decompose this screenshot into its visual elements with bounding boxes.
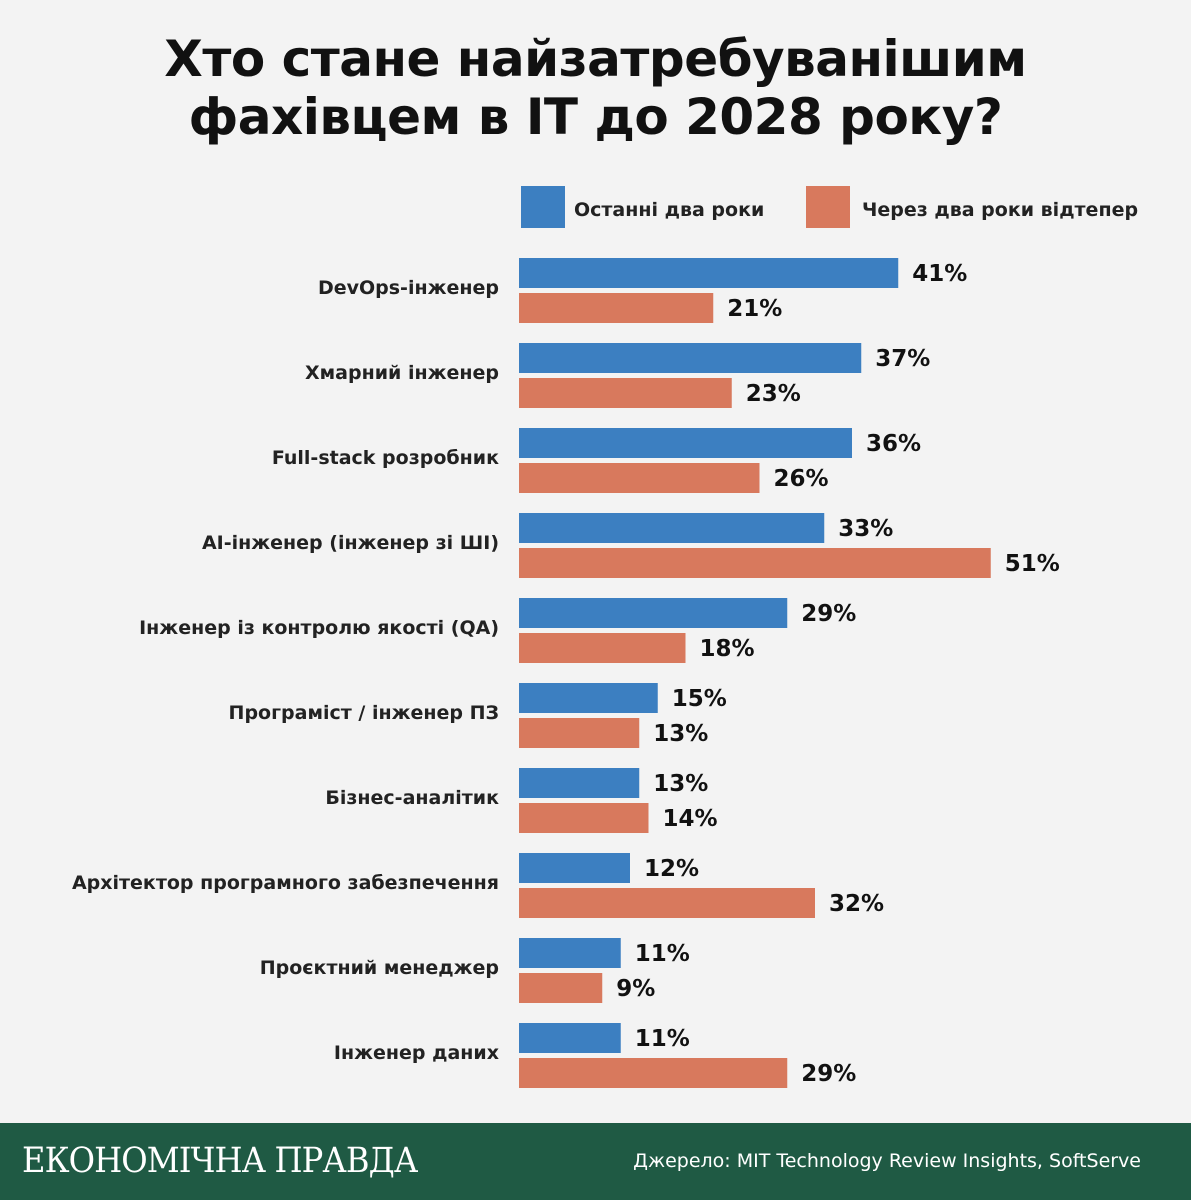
bar-last-two-years [519, 258, 899, 288]
value-label: 12% [644, 856, 699, 882]
category-label: DevOps-інженер [318, 277, 499, 299]
chart-title: Хто стане найзатребуванішим фахівцем в I… [0, 30, 1191, 146]
source-note: Джерело: MIT Technology Review Insights,… [633, 1150, 1141, 1172]
bar-next-two-years [519, 718, 640, 748]
bar-last-two-years [519, 343, 862, 373]
value-label: 21% [727, 296, 782, 322]
category-label: Інженер даних [334, 1042, 499, 1064]
bar-last-two-years [519, 598, 788, 628]
bar-next-two-years [519, 548, 991, 578]
footer: ЕКОНОМІЧНА ПРАВДА Джерело: MIT Technolog… [0, 1123, 1191, 1200]
category-label: AI-інженер (інженер зі ШІ) [202, 532, 499, 554]
legend-swatch-1 [521, 186, 565, 228]
bar-last-two-years [519, 768, 640, 798]
chart-title-line-2: фахівцем в IT до 2028 року? [188, 88, 1003, 146]
value-label: 13% [653, 771, 708, 797]
value-label: 15% [672, 686, 727, 712]
bar-next-two-years [519, 1058, 788, 1088]
category-label: Програміст / інженер ПЗ [229, 702, 499, 724]
bar-last-two-years [519, 938, 621, 968]
value-label: 36% [866, 431, 921, 457]
bar-next-two-years [519, 293, 714, 323]
category-label: Full-stack розробник [272, 447, 499, 469]
brand-logo: ЕКОНОМІЧНА ПРАВДА [22, 1141, 418, 1181]
bar-last-two-years [519, 513, 825, 543]
category-label: Інженер із контролю якості (QA) [139, 617, 499, 639]
value-label: 9% [616, 976, 655, 1002]
category-label: Проєктний менеджер [260, 957, 499, 979]
bar-next-two-years [519, 378, 732, 408]
legend-label-1: Останні два роки [574, 199, 764, 221]
category-label: Хмарний інженер [305, 362, 499, 384]
legend-swatch-2 [806, 186, 850, 228]
value-label: 14% [663, 806, 718, 832]
legend-label-2: Через два роки відтепер [862, 199, 1138, 221]
bar-chart: Останні два роки Через два роки відтепер D… [72, 186, 1138, 1088]
value-label: 29% [801, 601, 856, 627]
value-label: 11% [635, 941, 690, 967]
value-label: 33% [838, 516, 893, 542]
value-label: 29% [801, 1061, 856, 1087]
value-label: 13% [653, 721, 708, 747]
bar-last-two-years [519, 683, 658, 713]
value-label: 11% [635, 1026, 690, 1052]
value-label: 37% [875, 346, 930, 372]
value-label: 18% [700, 636, 755, 662]
category-label: Архітектор програмного забезпечення [72, 872, 499, 894]
bar-last-two-years [519, 1023, 621, 1053]
value-label: 51% [1005, 551, 1060, 577]
bar-next-two-years [519, 973, 603, 1003]
category-label: Бізнес-аналітик [325, 787, 499, 809]
bar-next-two-years [519, 803, 649, 833]
value-label: 23% [746, 381, 801, 407]
value-label: 26% [774, 466, 829, 492]
value-label: 32% [829, 891, 884, 917]
bar-next-two-years [519, 633, 686, 663]
chart-title-line-1: Хто стане найзатребуванішим [164, 30, 1027, 88]
value-label: 41% [912, 261, 967, 287]
bar-next-two-years [519, 888, 815, 918]
bar-next-two-years [519, 463, 760, 493]
bar-last-two-years [519, 428, 852, 458]
bar-last-two-years [519, 853, 630, 883]
